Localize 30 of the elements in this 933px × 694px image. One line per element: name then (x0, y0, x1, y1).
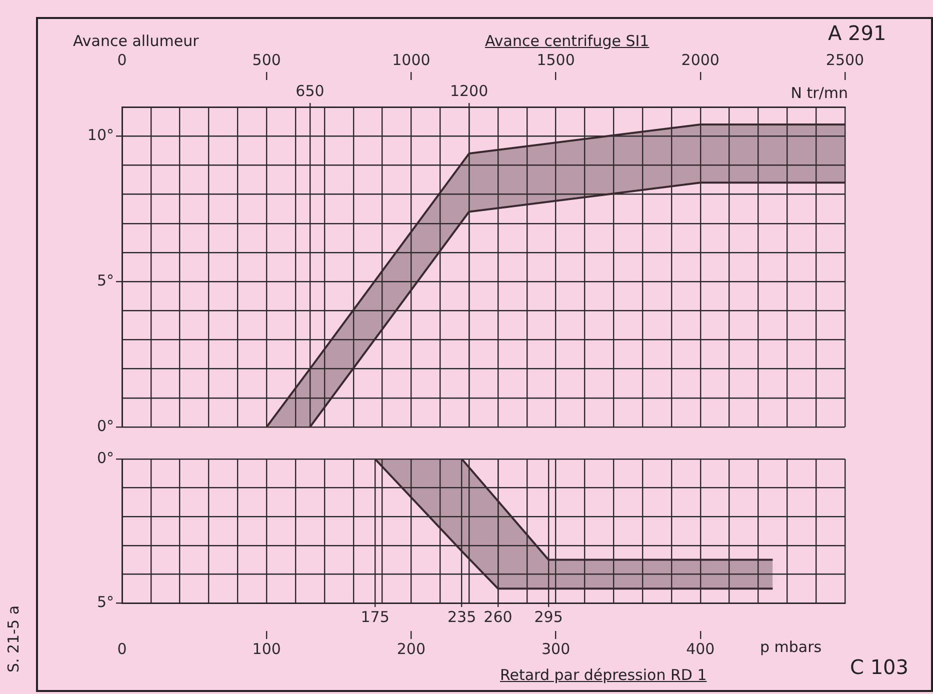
y-axis-title: Avance allumeur (73, 32, 199, 50)
y-tick-label: 0° (96, 416, 114, 435)
x2-tick-label: 175 (360, 608, 390, 626)
x-tick-label: 500 (252, 50, 281, 69)
x2-tick-label: 1200 (450, 82, 488, 100)
y-tick-label: 10° (87, 126, 114, 144)
text: C 103 (850, 655, 908, 679)
x-tick-label: 0 (117, 640, 127, 658)
x2-tick-label: 295 (534, 608, 563, 626)
x-tick-label: 1500 (536, 50, 575, 69)
x-tick-label: 0 (117, 50, 127, 69)
text: Retard par dépression RD 1 (500, 666, 707, 684)
y-tick-label: 5° (96, 592, 114, 611)
y-tick-label: 0° (96, 448, 114, 467)
x-tick-label: 300 (541, 640, 570, 658)
x-tick-label: 200 (396, 640, 426, 658)
chart-title: Avance centrifuge SI1 (485, 32, 650, 50)
x-axis-title: N tr/mn (790, 84, 848, 102)
x2-tick-label: 260 (484, 608, 512, 626)
x2-tick-label: 650 (296, 82, 324, 100)
y-tick-label: 5° (96, 271, 114, 290)
x-tick-label: 2500 (826, 50, 864, 69)
x-tick-label: 400 (686, 640, 715, 658)
x-tick-label: 1000 (392, 50, 430, 69)
text: S. 21-5 a (4, 605, 23, 673)
x-axis-title: p mbars (760, 638, 822, 656)
x-tick-label: 2000 (681, 50, 720, 69)
x-tick-label: 100 (252, 640, 281, 658)
text: A 291 (828, 21, 886, 45)
x2-tick-label: 235 (447, 608, 476, 626)
